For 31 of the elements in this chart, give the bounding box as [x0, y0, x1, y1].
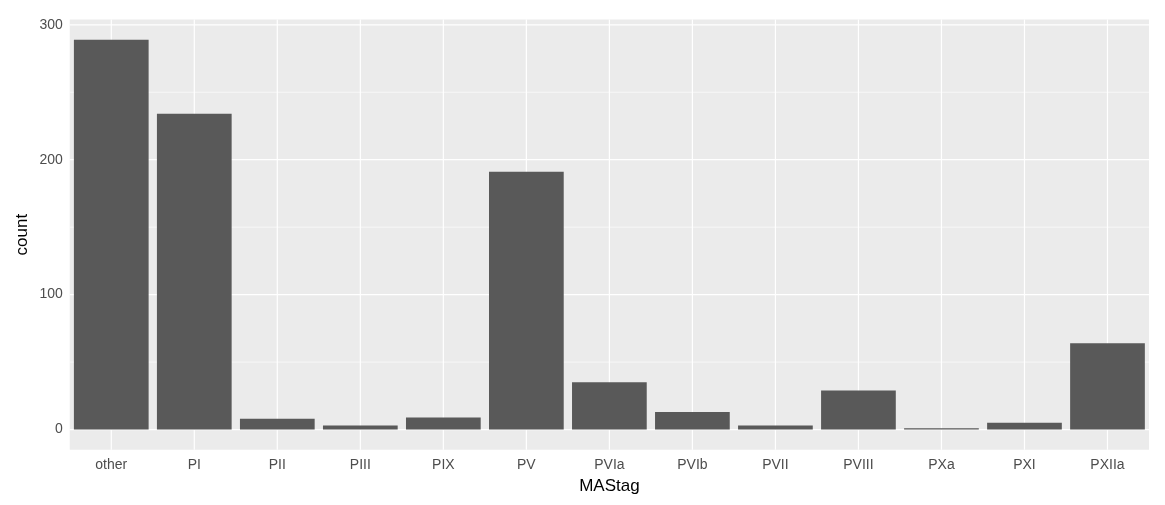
y-tick-label: 300 — [39, 15, 63, 32]
bar — [572, 382, 647, 430]
bar — [1070, 343, 1145, 430]
bar — [322, 425, 398, 430]
x-tick-label: PI — [187, 456, 201, 473]
y-tick-label: 200 — [39, 150, 63, 167]
x-tick-label: PIII — [349, 456, 371, 473]
x-tick-label: PV — [517, 456, 537, 473]
bar — [738, 425, 813, 430]
bar — [405, 417, 481, 430]
bar — [156, 113, 232, 430]
bar — [987, 422, 1062, 430]
bar — [239, 418, 315, 430]
y-tick-label: 0 — [54, 420, 63, 437]
bar — [821, 390, 896, 430]
x-tick-label: PVIa — [594, 456, 625, 473]
x-axis-title: MAStag — [579, 476, 640, 496]
x-tick-label: PXIIa — [1090, 456, 1125, 473]
x-tick-label: PII — [268, 456, 286, 473]
x-tick-label: PVIII — [843, 456, 874, 473]
x-tick-label: PXI — [1013, 456, 1036, 473]
y-axis-title: count — [11, 213, 31, 256]
x-tick-label: PVIb — [677, 456, 708, 473]
y-tick-label: 100 — [39, 285, 63, 302]
bar — [73, 39, 149, 430]
x-tick-label: PIX — [432, 456, 456, 473]
x-tick-label: other — [95, 456, 128, 473]
bar — [489, 171, 564, 430]
x-tick-label: PXa — [928, 456, 955, 473]
x-tick-label: PVII — [762, 456, 789, 473]
bar — [655, 412, 730, 430]
